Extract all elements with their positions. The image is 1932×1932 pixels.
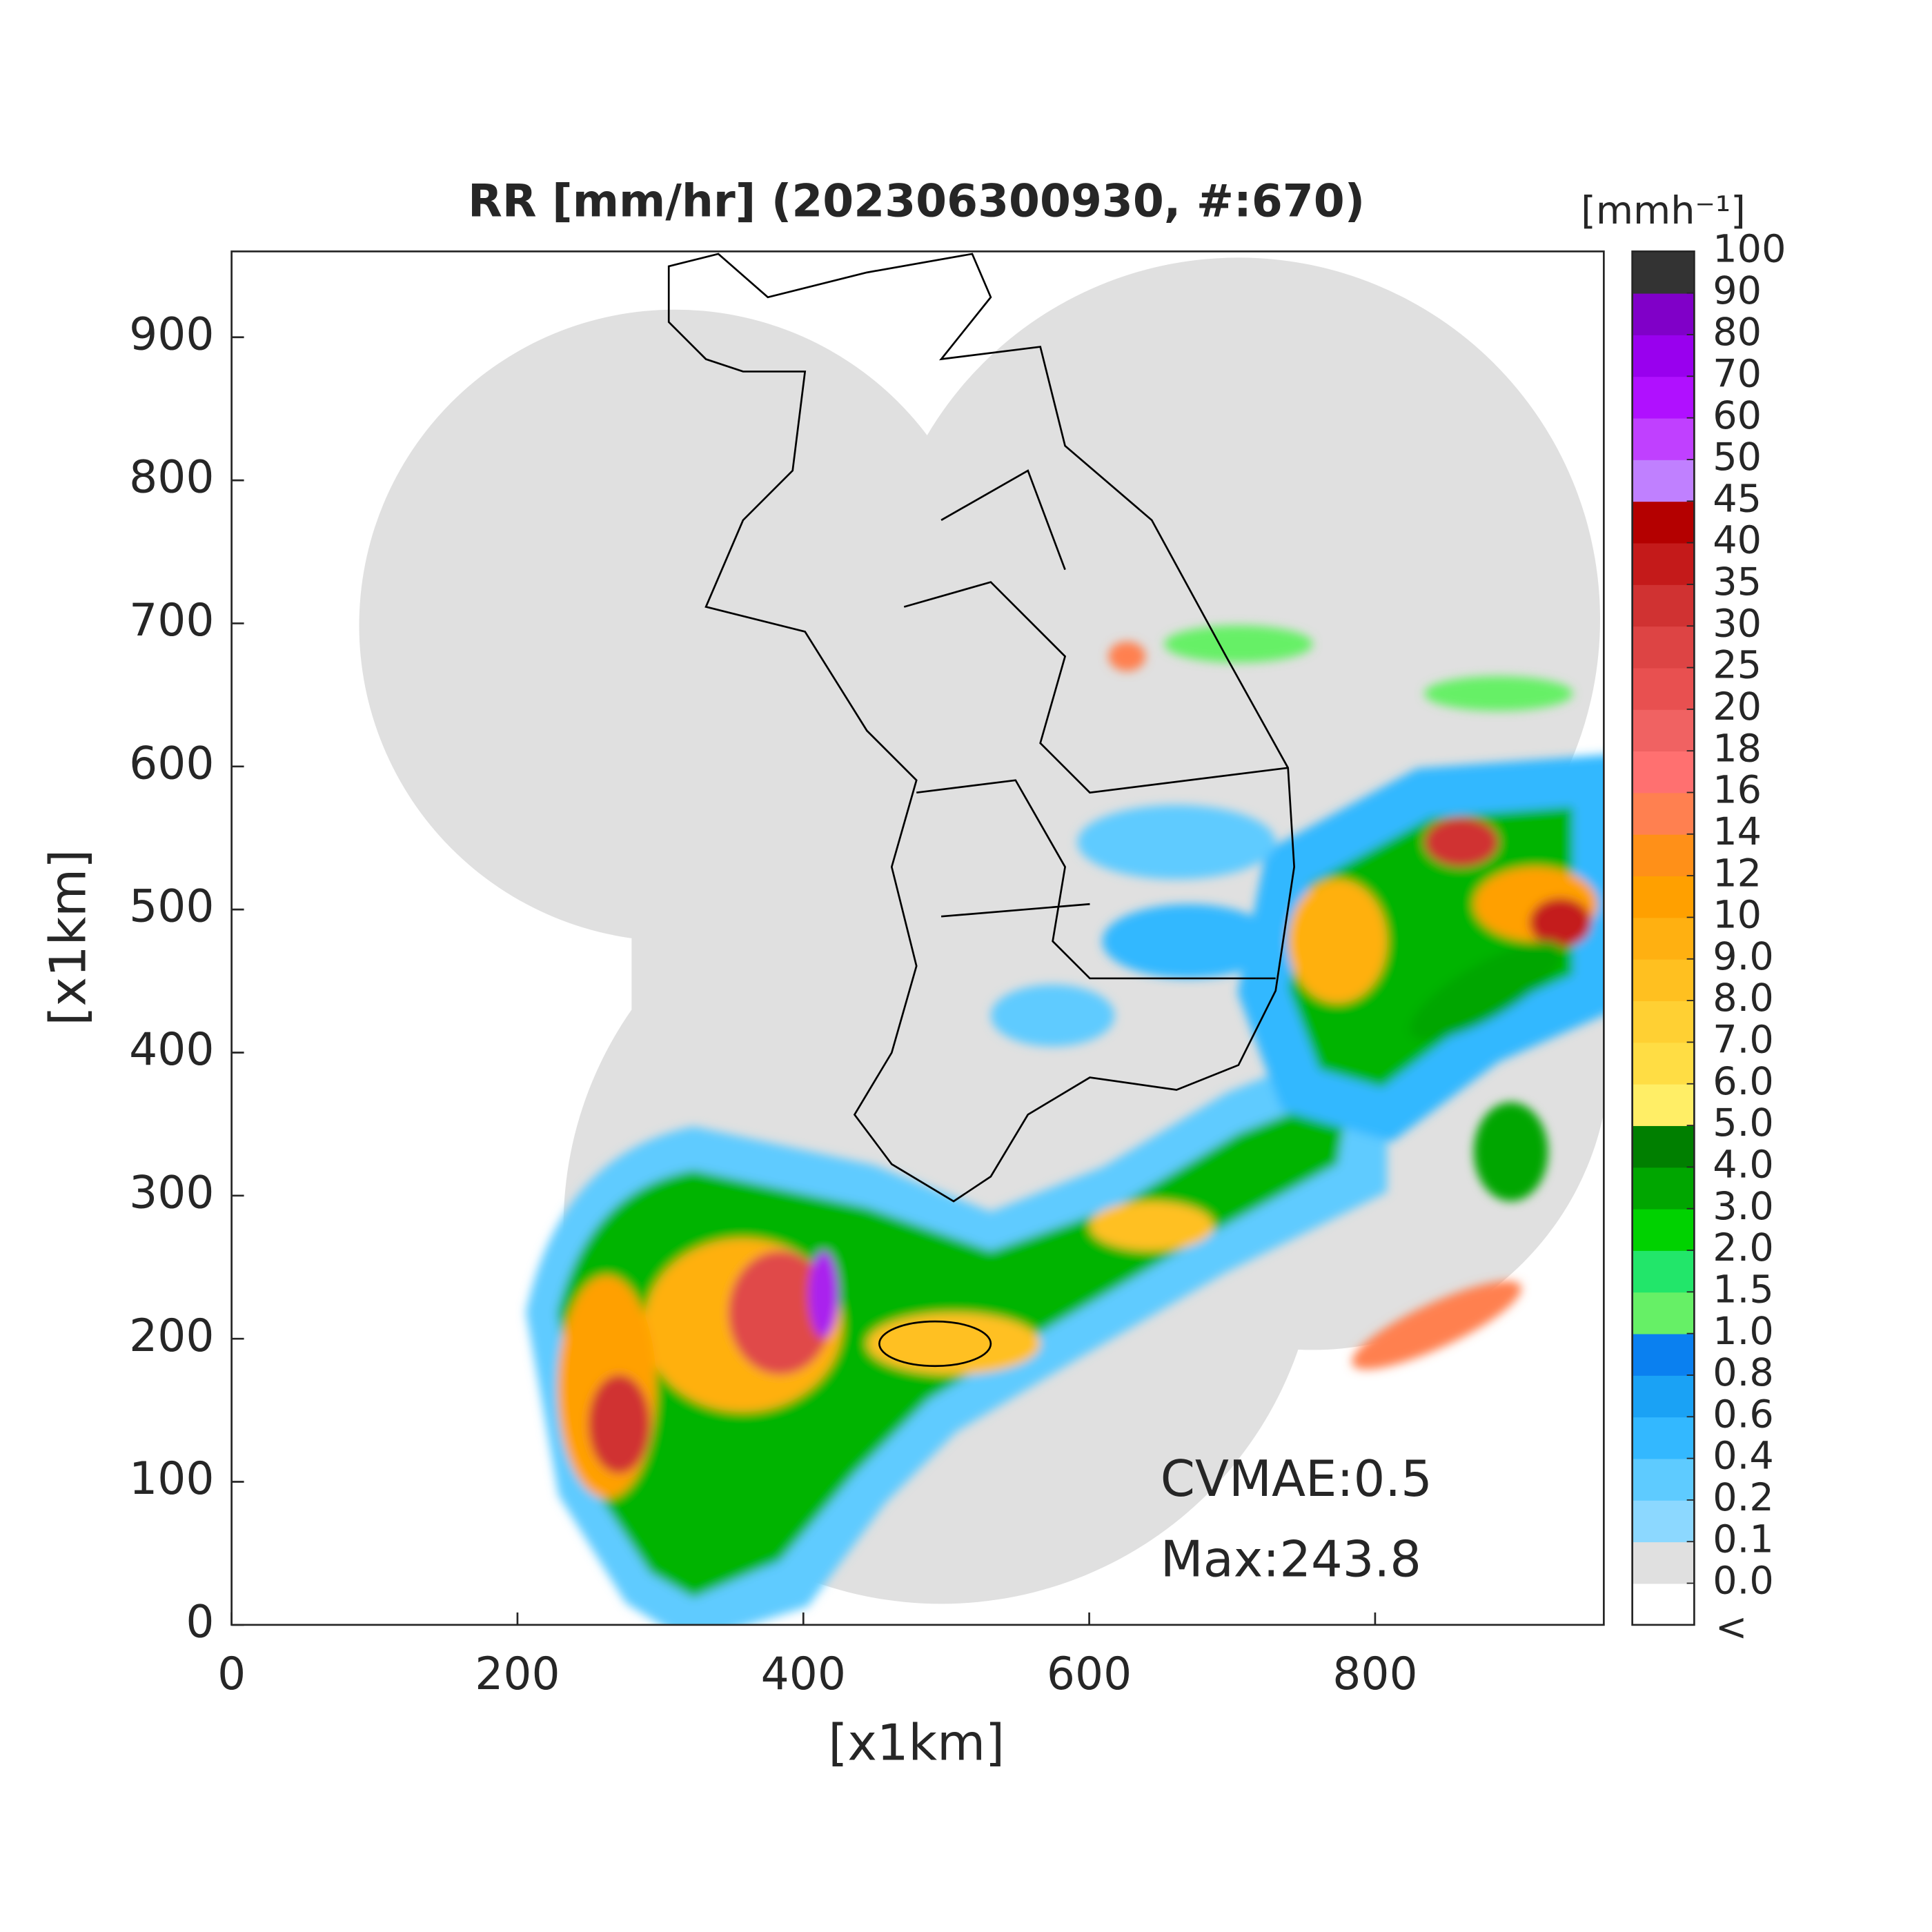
- colorbar-tick-label: 40: [1713, 518, 1762, 563]
- colorbar-tick-label: 5.0: [1713, 1101, 1773, 1145]
- colorbar-segment: [1632, 1250, 1695, 1293]
- colorbar-tick-label: 12: [1713, 851, 1762, 896]
- chart-title: RR [mm/hr] (202306300930, #:670): [468, 176, 1365, 228]
- y-tick-label: 400: [129, 1024, 214, 1076]
- y-tick-label: 200: [129, 1310, 214, 1362]
- colorbar-tick-label: 4.0: [1713, 1142, 1773, 1187]
- x-tick-label: 200: [475, 1648, 560, 1700]
- colorbar-tick-label: 0.6: [1713, 1392, 1773, 1437]
- colorbar-tick-label: 16: [1713, 768, 1762, 813]
- colorbar-segment: [1632, 1083, 1695, 1126]
- coastline: [667, 253, 1295, 1368]
- y-tick-label: 800: [129, 452, 214, 504]
- colorbar-tick-label: 50: [1713, 435, 1762, 480]
- colorbar-segment: [1632, 917, 1695, 960]
- colorbar-tick-label: 3.0: [1713, 1184, 1773, 1229]
- colorbar-tick-label: 100: [1713, 226, 1786, 271]
- x-tick-label: 0: [217, 1648, 246, 1700]
- colorbar-segment: [1632, 876, 1695, 918]
- colorbar-segment: [1632, 376, 1695, 419]
- colorbar-tick-label: 0.8: [1713, 1350, 1773, 1395]
- colorbar-tick-label: 10: [1713, 893, 1762, 938]
- colorbar-segment: [1632, 293, 1695, 335]
- colorbar-segment: [1632, 667, 1695, 710]
- colorbar-segment: [1632, 459, 1695, 502]
- colorbar-segment: [1632, 1042, 1695, 1085]
- colorbar-tick-label: 7.0: [1713, 1018, 1773, 1063]
- colorbar-segment: [1632, 958, 1695, 1001]
- y-tick-label: 700: [129, 595, 214, 647]
- radar-field: [359, 253, 1604, 1625]
- colorbar-tick-label: 35: [1713, 560, 1762, 604]
- colorbar-tick-label: 1.0: [1713, 1309, 1773, 1354]
- colorbar-tick-label: 6.0: [1713, 1059, 1773, 1104]
- colorbar-segment: [1632, 501, 1695, 544]
- annotation: Max:243.8: [1161, 1530, 1421, 1588]
- colorbar-tick-label: 2.0: [1713, 1225, 1773, 1270]
- colorbar-segment: [1632, 1167, 1695, 1210]
- colorbar-segment: [1632, 709, 1695, 752]
- colorbar-below-label: <: [1715, 1605, 1748, 1650]
- colorbar-segment: [1632, 584, 1695, 627]
- precip-blobs: [526, 625, 1604, 1625]
- colorbar-tick-label: 60: [1713, 393, 1762, 438]
- colorbar-tick-label: 70: [1713, 351, 1762, 396]
- y-tick-label: 600: [129, 738, 214, 789]
- colorbar-segment: [1632, 1208, 1695, 1251]
- colorbar-segment: [1632, 751, 1695, 793]
- colorbar-tick-label: 0.1: [1713, 1517, 1773, 1561]
- colorbar-tick-label: 80: [1713, 310, 1762, 355]
- colorbar-segment: [1632, 1458, 1695, 1501]
- plot-frame: [230, 250, 1605, 1626]
- y-tick-label: 500: [129, 881, 214, 933]
- colorbar-segment: [1632, 792, 1695, 835]
- y-tick-label: 300: [129, 1167, 214, 1219]
- colorbar-tick-label: 18: [1713, 726, 1762, 771]
- x-tick-label: 600: [1047, 1648, 1132, 1700]
- x-tick-label: 800: [1332, 1648, 1417, 1700]
- colorbar-segment: [1632, 1417, 1695, 1459]
- colorbar-tick-label: 25: [1713, 643, 1762, 688]
- colorbar-segment: [1632, 834, 1695, 877]
- colorbar-segment: [1632, 251, 1695, 294]
- annotation: CVMAE:0.5: [1161, 1450, 1432, 1508]
- y-axis-label: [x1km]: [39, 849, 97, 1026]
- colorbar-segment: [1632, 1374, 1695, 1418]
- colorbar-segment: [1632, 417, 1695, 460]
- colorbar-segment: [1632, 1583, 1695, 1626]
- colorbar-segment: [1632, 1333, 1695, 1376]
- y-tick-label: 0: [186, 1596, 214, 1648]
- colorbar-tick-label: 14: [1713, 809, 1762, 854]
- colorbar-segment: [1632, 1499, 1695, 1543]
- x-tick-label: 400: [761, 1648, 846, 1700]
- y-tick-label: 900: [129, 308, 214, 360]
- colorbar-segment: [1632, 626, 1695, 669]
- colorbar-tick-label: 1.5: [1713, 1267, 1773, 1312]
- colorbar-segment: [1632, 1541, 1695, 1584]
- colorbar-segment: [1632, 334, 1695, 377]
- colorbar-label: [mmh⁻¹]: [1581, 188, 1746, 233]
- colorbar-segment: [1632, 1292, 1695, 1334]
- colorbar-tick-label: 9.0: [1713, 934, 1773, 979]
- colorbar-segment: [1632, 1125, 1695, 1168]
- colorbar-tick-label: 8.0: [1713, 976, 1773, 1021]
- colorbar-tick-label: 0.0: [1713, 1559, 1773, 1604]
- colorbar-tick-label: 0.4: [1713, 1434, 1773, 1479]
- colorbar-segment: [1632, 1000, 1695, 1043]
- colorbar-tick-label: 45: [1713, 476, 1762, 521]
- colorbar-tick-label: 20: [1713, 684, 1762, 729]
- colorbar-segment: [1632, 542, 1695, 585]
- y-tick-label: 100: [129, 1453, 214, 1505]
- colorbar-tick-label: 0.2: [1713, 1475, 1773, 1520]
- colorbar-tick-label: 30: [1713, 601, 1762, 646]
- x-axis-label: [x1km]: [828, 1713, 1005, 1771]
- colorbar-frame: [1631, 250, 1695, 1626]
- colorbar-tick-label: 90: [1713, 268, 1762, 313]
